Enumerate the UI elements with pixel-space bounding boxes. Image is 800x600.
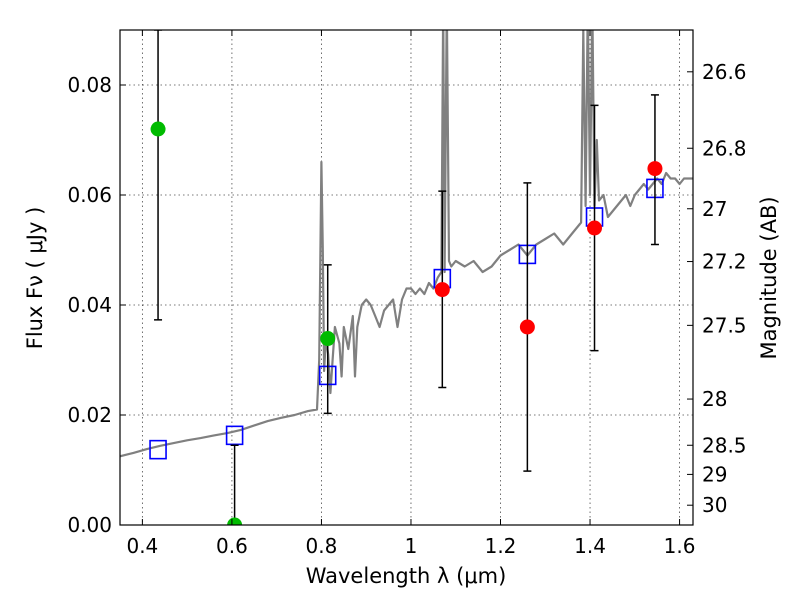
plot-frame: [119, 29, 694, 526]
right-tick-label: 26.6: [702, 60, 747, 84]
y-axis-label: Flux Fν ( μJy ): [23, 207, 47, 350]
y-tick-label: 0.04: [67, 293, 112, 317]
model-spectrum-line: [120, 30, 693, 458]
x-tick-label: 0.6: [216, 534, 248, 558]
measured-flux-point: [434, 282, 450, 298]
measured-flux-point: [587, 220, 603, 236]
y-tick-label: 0.08: [67, 73, 112, 97]
x-tick-label: 1: [405, 534, 418, 558]
measured-flux-point: [519, 319, 535, 335]
x-tick-label: 0.8: [306, 534, 338, 558]
x-tick-label: 1.2: [485, 534, 517, 558]
right-tick-label: 26.8: [702, 136, 747, 160]
x-tick-label: 0.4: [126, 534, 158, 558]
right-axis-label: Magnitude (AB): [757, 196, 781, 359]
y-tick-label: 0.06: [67, 183, 112, 207]
right-tick-label: 27: [702, 197, 727, 221]
model-flux-square: [225, 425, 244, 446]
right-tick-label: 30: [702, 493, 727, 517]
plot-background: [120, 30, 693, 525]
model-flux-square: [149, 439, 167, 460]
x-tick-label: 1.6: [664, 534, 696, 558]
y-tick-label: 0.00: [67, 513, 112, 537]
x-axis-label: Wavelength λ (μm): [306, 564, 507, 588]
y-tick-label: 0.02: [67, 403, 112, 427]
right-tick-label: 28.5: [702, 433, 747, 457]
measured-flux-point: [320, 331, 336, 347]
measured-flux-point: [227, 517, 243, 525]
right-tick-label: 28: [702, 387, 727, 411]
measured-flux-point: [647, 161, 663, 177]
right-tick-label: 27.5: [702, 313, 747, 337]
x-tick-label: 1.4: [574, 534, 606, 558]
right-tick-label: 29: [702, 462, 727, 486]
axis-ticks: 0.4 0.6 0.8 1 1.2 1.4 1.6 0.00 0.02 0.04 0.06 0.08 2…: [67, 30, 747, 558]
right-tick-label: 27.2: [702, 250, 747, 274]
chart-marks: [120, 30, 693, 525]
measured-flux-point: [150, 121, 166, 137]
